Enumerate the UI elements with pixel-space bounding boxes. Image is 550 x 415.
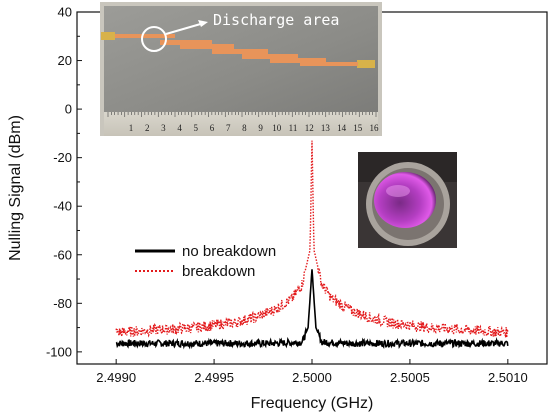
discharge-area-arrow (165, 22, 205, 35)
y-tick-label: -100 (46, 344, 72, 359)
ruler-number: 11 (289, 123, 298, 133)
legend-label-breakdown: breakdown (182, 263, 255, 280)
legend: no breakdown breakdown (135, 243, 276, 280)
plasma-photo (358, 152, 457, 248)
series-breakdown (115, 140, 509, 340)
plasma-glow (374, 172, 436, 228)
ruler-number: 8 (242, 123, 247, 133)
ruler-number: 13 (321, 123, 331, 133)
x-tick-label: 2.4995 (194, 370, 234, 385)
y-tick-label: -80 (53, 296, 72, 311)
ruler-number: 5 (194, 123, 199, 133)
y-tick-label: 40 (58, 5, 72, 20)
x-tick-label: 2.5010 (488, 370, 528, 385)
ruler-number: 1 (129, 123, 134, 133)
x-axis-title: Frequency (GHz) (251, 395, 374, 412)
board (104, 6, 378, 114)
x-tick-label: 2.5005 (390, 370, 430, 385)
ruler-number: 12 (305, 123, 314, 133)
x-tick-label: 2.5000 (292, 370, 332, 385)
ruler-number: 6 (210, 123, 215, 133)
legend-label-no-breakdown: no breakdown (182, 243, 276, 260)
ruler (104, 112, 378, 136)
ruler-number: 7 (226, 123, 231, 133)
x-tick-label: 2.4990 (96, 370, 136, 385)
ruler-number: 10 (272, 123, 282, 133)
y-tick-label: -20 (53, 150, 72, 165)
ruler-number: 4 (177, 123, 182, 133)
circuit-board-photo: 1 2 3 4 5 6 7 8 9 10 11 12 13 14 15 16 Discharge area (100, 2, 382, 136)
microstrip-traces (115, 34, 358, 66)
series-layer (115, 140, 509, 350)
arrow-head-icon (198, 20, 208, 27)
ruler-number: 3 (161, 123, 166, 133)
x-axis: 2.4990 2.4995 2.5000 2.5005 2.5010 (96, 359, 528, 385)
ruler-number: 2 (145, 123, 150, 133)
y-axis-title: Nulling Signal (dBm) (7, 115, 24, 261)
y-tick-label: -40 (53, 199, 72, 214)
ruler-ticks (107, 112, 377, 117)
y-tick-label: 0 (65, 102, 72, 117)
ruler-numbers: 1 2 3 4 5 6 7 8 9 10 11 12 13 14 15 16 (129, 123, 379, 133)
y-tick-label: 20 (58, 53, 72, 68)
ruler-number: 16 (370, 123, 380, 133)
y-axis: -100 -80 -60 -40 -20 0 20 40 (46, 5, 82, 359)
left-connector (101, 32, 115, 40)
series-no-breakdown (115, 269, 509, 350)
y-tick-label: -60 (53, 247, 72, 262)
right-connector (357, 60, 375, 68)
ruler-number: 14 (337, 123, 347, 133)
ruler-number: 9 (258, 123, 263, 133)
ruler-number: 15 (353, 123, 363, 133)
discharge-area-circle (141, 26, 167, 52)
discharge-area-label: Discharge area (213, 11, 339, 29)
